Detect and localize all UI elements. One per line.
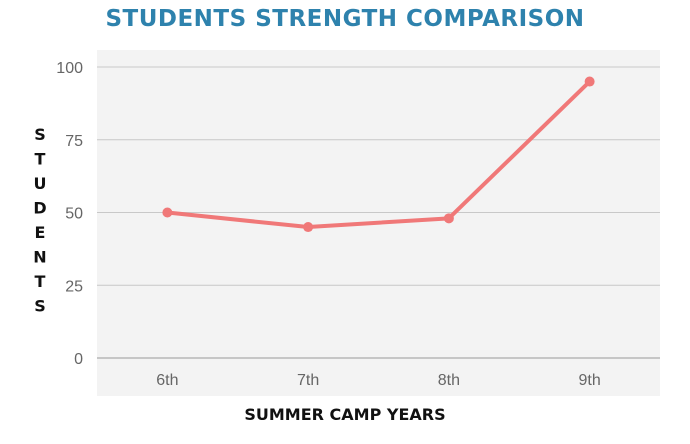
y-axis-title-letter: U [34, 174, 47, 193]
y-tick-label-100: 100 [56, 60, 83, 77]
y-axis-title-letter: E [35, 223, 46, 242]
y-axis-title-letter: D [33, 199, 46, 218]
chart-title: STUDENTS STRENGTH COMPARISON [105, 6, 585, 32]
y-axis-title-letter: N [33, 248, 46, 267]
series-layer [162, 76, 595, 233]
y-tick-label-75: 75 [65, 133, 83, 150]
data-point-8th [443, 213, 454, 224]
series-line [165, 79, 592, 230]
y-tick-label-25: 25 [65, 278, 83, 295]
y-tick-labels: 0 25 50 75 100 [56, 60, 83, 368]
x-tick-label-7th: 7th [297, 372, 319, 389]
y-axis-title-letter: S [34, 125, 46, 144]
x-tick-labels: 6th 7th 8th 9th [156, 372, 601, 389]
data-point-9th [584, 76, 595, 87]
y-tick-label-0: 0 [74, 351, 83, 368]
data-point-6th [162, 207, 173, 218]
y-tick-label-50: 50 [65, 206, 83, 223]
y-axis-title-letter: S [34, 297, 46, 316]
x-axis-title: SUMMER CAMP YEARS [244, 405, 445, 424]
y-axis-title-letter: T [35, 150, 46, 169]
x-tick-label-6th: 6th [156, 372, 178, 389]
x-tick-label-9th: 9th [579, 372, 601, 389]
data-point-7th [303, 222, 314, 233]
x-tick-label-8th: 8th [438, 372, 460, 389]
y-axis-title-letter: T [35, 272, 46, 291]
gridlines [97, 66, 660, 359]
